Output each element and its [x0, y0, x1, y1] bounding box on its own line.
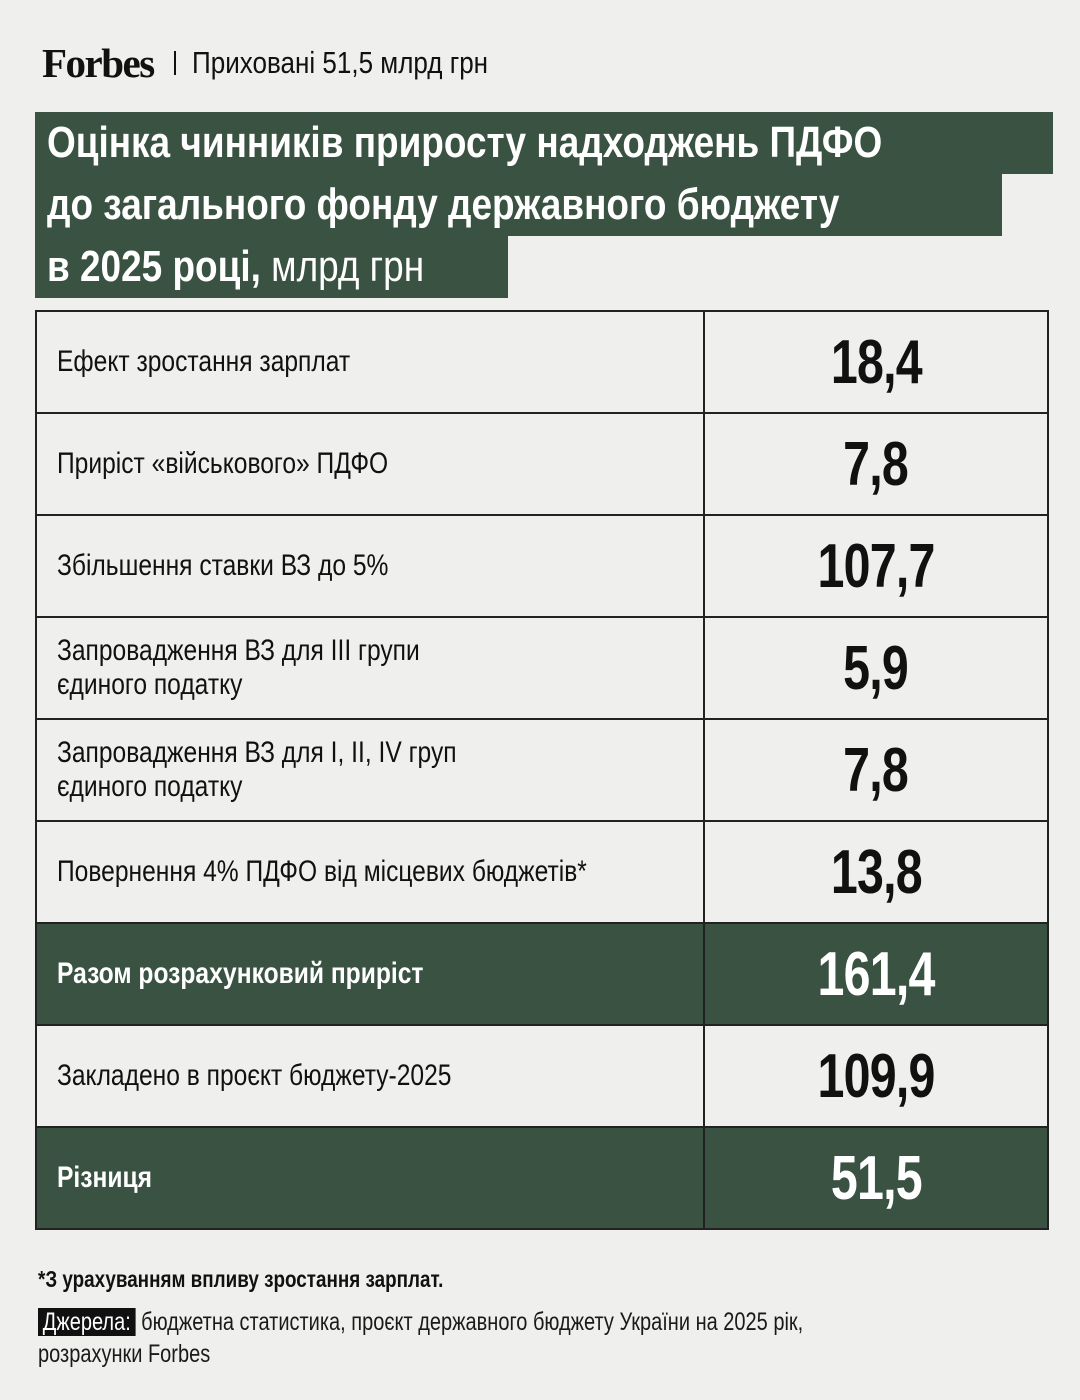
row-value-cell: 5,9 — [703, 616, 1049, 720]
table-row: Разом розрахунковий приріст 161,4 — [35, 922, 1049, 1026]
row-label-cell: Ефект зростання зарплат — [35, 310, 705, 414]
title-line-1: Оцінка чинників приросту надходжень ПДФО — [35, 112, 1054, 174]
title-line-3-text: в 2025 році, — [47, 242, 261, 291]
row-label: Повернення 4% ПДФО від місцевих бюджетів… — [57, 855, 587, 888]
header-divider — [173, 51, 176, 75]
row-value: 107,7 — [817, 531, 935, 601]
data-table: Ефект зростання зарплат 18,4 Приріст «війс… — [35, 310, 1049, 1230]
row-label-cell: Запровадження ВЗ для III групи єдиного п… — [35, 616, 705, 720]
title-line-2: до загального фонду державного бюджету — [35, 174, 1003, 236]
chart-title: Оцінка чинників приросту надходжень ПДФО… — [35, 112, 1054, 298]
row-value: 5,9 — [843, 633, 910, 703]
title-line-3-inner: в 2025 році, млрд грн — [47, 236, 424, 298]
row-label: Збільшення ставки ВЗ до 5% — [57, 549, 389, 582]
table-row: Закладено в проєкт бюджету-2025 109,9 — [35, 1024, 1049, 1128]
row-value-cell: 161,4 — [703, 922, 1049, 1026]
row-label-cell: Різниця — [35, 1126, 705, 1230]
row-label-cell: Приріст «військового» ПДФО — [35, 412, 705, 516]
row-value-cell: 13,8 — [703, 820, 1049, 924]
footnote: *З урахуванням впливу зростання зарплат. — [38, 1266, 444, 1292]
header-subtitle: Приховані 51,5 млрд грн — [191, 45, 488, 80]
row-label: Приріст «військового» ПДФО — [57, 447, 389, 480]
row-label: Запровадження ВЗ для I, II, IV груп єдин… — [57, 736, 457, 803]
row-value: 13,8 — [830, 837, 922, 907]
row-value-cell: 109,9 — [703, 1024, 1049, 1128]
table-row: Ефект зростання зарплат 18,4 — [35, 310, 1049, 414]
row-label: Запровадження ВЗ для III групи єдиного п… — [57, 634, 420, 701]
row-value: 18,4 — [830, 327, 922, 397]
table-row: Різниця 51,5 — [35, 1126, 1049, 1230]
forbes-logo: Forbes — [42, 40, 155, 86]
row-label-cell: Повернення 4% ПДФО від місцевих бюджетів… — [35, 820, 705, 924]
row-value: 109,9 — [817, 1041, 935, 1111]
source-label: Джерела: — [38, 1308, 136, 1336]
row-label-cell: Збільшення ставки ВЗ до 5% — [35, 514, 705, 618]
row-value: 7,8 — [843, 735, 910, 805]
row-value: 161,4 — [817, 939, 935, 1009]
row-label-cell: Запровадження ВЗ для I, II, IV груп єдин… — [35, 718, 705, 822]
header: Forbes Приховані 51,5 млрд грн — [42, 38, 544, 88]
table-row: Приріст «військового» ПДФО 7,8 — [35, 412, 1049, 516]
row-label: Разом розрахунковий приріст — [57, 957, 424, 990]
title-line-1-text: Оцінка чинників приросту надходжень ПДФО — [47, 118, 883, 167]
table-row: Запровадження ВЗ для I, II, IV груп єдин… — [35, 718, 1049, 822]
data-table-body: Ефект зростання зарплат 18,4 Приріст «війс… — [35, 310, 1049, 1230]
row-label: Ефект зростання зарплат — [57, 345, 351, 378]
table-row: Збільшення ставки ВЗ до 5% 107,7 — [35, 514, 1049, 618]
row-value-cell: 107,7 — [703, 514, 1049, 618]
row-label-cell: Разом розрахунковий приріст — [35, 922, 705, 1026]
row-value-cell: 18,4 — [703, 310, 1049, 414]
row-value-cell: 7,8 — [703, 412, 1049, 516]
row-label-cell: Закладено в проєкт бюджету-2025 — [35, 1024, 705, 1128]
source-note: Джерела: бюджетна статистика, проєкт дер… — [38, 1306, 966, 1370]
row-value: 7,8 — [843, 429, 910, 499]
row-label: Закладено в проєкт бюджету-2025 — [57, 1059, 452, 1092]
title-unit: млрд грн — [260, 242, 425, 291]
row-value-cell: 51,5 — [703, 1126, 1049, 1230]
row-value: 51,5 — [830, 1143, 922, 1213]
source-text: бюджетна статистика, проєкт державного б… — [38, 1308, 804, 1368]
table-row: Повернення 4% ПДФО від місцевих бюджетів… — [35, 820, 1049, 924]
title-line-2-text: до загального фонду державного бюджету — [47, 180, 840, 229]
table-row: Запровадження ВЗ для III групи єдиного п… — [35, 616, 1049, 720]
title-line-3: в 2025 році, млрд грн — [35, 236, 508, 298]
row-label: Різниця — [57, 1161, 152, 1194]
row-value-cell: 7,8 — [703, 718, 1049, 822]
